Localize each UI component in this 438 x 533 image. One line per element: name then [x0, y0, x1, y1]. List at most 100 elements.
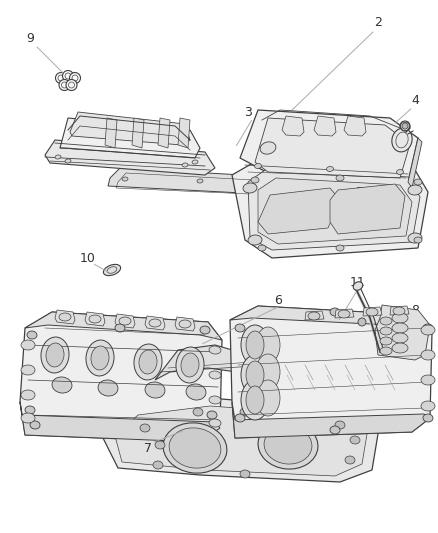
Polygon shape: [20, 402, 220, 442]
Polygon shape: [45, 140, 215, 175]
Polygon shape: [115, 314, 135, 328]
Polygon shape: [240, 110, 418, 182]
Ellipse shape: [98, 380, 118, 396]
Polygon shape: [230, 306, 432, 332]
Polygon shape: [100, 398, 380, 482]
Polygon shape: [248, 168, 420, 250]
Text: 10: 10: [80, 252, 96, 264]
Polygon shape: [305, 311, 324, 320]
Ellipse shape: [21, 365, 35, 375]
Ellipse shape: [25, 406, 35, 414]
Ellipse shape: [414, 179, 422, 185]
Ellipse shape: [240, 470, 250, 478]
Polygon shape: [344, 116, 366, 136]
Polygon shape: [70, 112, 190, 145]
Polygon shape: [175, 317, 195, 331]
Ellipse shape: [139, 350, 157, 374]
Polygon shape: [25, 312, 222, 340]
Ellipse shape: [421, 350, 435, 360]
Ellipse shape: [186, 384, 206, 400]
Ellipse shape: [380, 317, 392, 325]
Ellipse shape: [330, 426, 340, 434]
Ellipse shape: [149, 319, 161, 327]
Ellipse shape: [63, 70, 74, 82]
Ellipse shape: [408, 233, 422, 243]
Polygon shape: [314, 116, 336, 136]
Ellipse shape: [209, 396, 221, 404]
Text: 8: 8: [411, 303, 419, 317]
Ellipse shape: [335, 421, 345, 429]
Polygon shape: [230, 306, 432, 438]
Ellipse shape: [353, 282, 363, 290]
Ellipse shape: [330, 308, 340, 316]
Ellipse shape: [421, 325, 435, 335]
Ellipse shape: [248, 235, 262, 245]
Ellipse shape: [240, 408, 250, 416]
Ellipse shape: [200, 326, 210, 334]
Ellipse shape: [380, 327, 392, 335]
Ellipse shape: [153, 461, 163, 469]
Ellipse shape: [246, 331, 264, 359]
Ellipse shape: [308, 312, 320, 320]
Ellipse shape: [258, 421, 318, 469]
Polygon shape: [232, 160, 428, 258]
Ellipse shape: [30, 421, 40, 429]
Ellipse shape: [246, 386, 264, 414]
Polygon shape: [258, 188, 340, 234]
Polygon shape: [85, 312, 105, 326]
Ellipse shape: [392, 313, 408, 323]
Polygon shape: [232, 402, 430, 438]
Ellipse shape: [366, 308, 378, 316]
Ellipse shape: [338, 310, 350, 318]
Ellipse shape: [209, 371, 221, 379]
Ellipse shape: [134, 344, 162, 380]
Ellipse shape: [91, 346, 109, 370]
Ellipse shape: [21, 390, 35, 400]
Polygon shape: [282, 116, 304, 136]
Ellipse shape: [169, 428, 221, 468]
Ellipse shape: [264, 426, 312, 464]
Ellipse shape: [119, 317, 131, 325]
Ellipse shape: [46, 343, 64, 367]
Ellipse shape: [402, 123, 408, 129]
Ellipse shape: [209, 346, 221, 354]
Polygon shape: [158, 118, 170, 148]
Ellipse shape: [52, 377, 72, 393]
Ellipse shape: [176, 347, 204, 383]
Ellipse shape: [392, 333, 408, 343]
Ellipse shape: [140, 424, 150, 432]
Polygon shape: [20, 312, 222, 442]
Ellipse shape: [21, 413, 35, 423]
Ellipse shape: [155, 441, 165, 449]
Ellipse shape: [59, 313, 71, 321]
Ellipse shape: [56, 72, 67, 84]
Ellipse shape: [260, 142, 276, 154]
Ellipse shape: [86, 340, 114, 376]
Ellipse shape: [421, 401, 435, 411]
Ellipse shape: [421, 375, 435, 385]
Polygon shape: [335, 309, 354, 318]
Ellipse shape: [27, 331, 37, 339]
Ellipse shape: [414, 237, 422, 243]
Ellipse shape: [241, 355, 269, 395]
Ellipse shape: [103, 264, 120, 276]
Ellipse shape: [163, 423, 227, 473]
Ellipse shape: [193, 408, 203, 416]
Ellipse shape: [241, 380, 269, 420]
Ellipse shape: [243, 183, 257, 193]
Ellipse shape: [392, 323, 408, 333]
Polygon shape: [363, 307, 382, 316]
Ellipse shape: [423, 414, 433, 422]
Ellipse shape: [179, 320, 191, 328]
Ellipse shape: [65, 159, 71, 163]
Ellipse shape: [258, 245, 266, 251]
Polygon shape: [255, 118, 410, 178]
Polygon shape: [155, 345, 260, 380]
Polygon shape: [60, 118, 200, 158]
Ellipse shape: [241, 325, 269, 365]
Ellipse shape: [55, 155, 61, 159]
Ellipse shape: [358, 318, 366, 326]
Ellipse shape: [336, 175, 344, 181]
Ellipse shape: [350, 436, 360, 444]
Text: 4: 4: [411, 93, 419, 107]
